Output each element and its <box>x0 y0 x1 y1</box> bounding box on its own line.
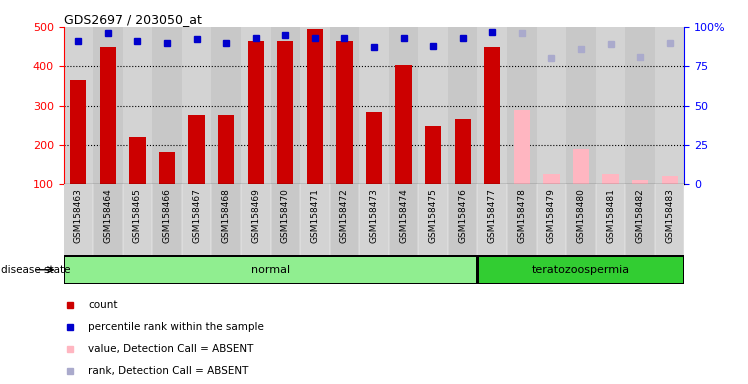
Bar <box>65 257 476 283</box>
Bar <box>300 184 330 255</box>
Text: value, Detection Call = ABSENT: value, Detection Call = ABSENT <box>88 344 254 354</box>
Bar <box>566 184 595 255</box>
Text: GSM158483: GSM158483 <box>665 188 674 243</box>
Text: GSM158466: GSM158466 <box>162 188 171 243</box>
Bar <box>418 184 448 255</box>
Bar <box>218 116 234 184</box>
Bar <box>566 27 595 184</box>
Text: normal: normal <box>251 265 290 275</box>
Bar <box>241 27 271 184</box>
Bar <box>389 27 418 184</box>
Bar <box>514 110 530 184</box>
Bar <box>94 27 123 184</box>
Text: GSM158463: GSM158463 <box>74 188 83 243</box>
Bar <box>337 41 352 184</box>
Bar <box>507 27 536 184</box>
Bar <box>625 27 654 184</box>
Bar <box>625 184 654 255</box>
Text: disease state: disease state <box>1 265 70 275</box>
Bar <box>153 27 182 184</box>
Bar <box>536 27 566 184</box>
Text: GSM158477: GSM158477 <box>488 188 497 243</box>
Text: rank, Detection Call = ABSENT: rank, Detection Call = ABSENT <box>88 366 249 376</box>
Text: GSM158470: GSM158470 <box>280 188 289 243</box>
Text: percentile rank within the sample: percentile rank within the sample <box>88 322 264 332</box>
Bar <box>479 257 683 283</box>
Bar <box>330 27 359 184</box>
Bar <box>123 184 153 255</box>
Text: GSM158464: GSM158464 <box>103 188 112 243</box>
Text: teratozoospermia: teratozoospermia <box>532 265 630 275</box>
Text: GSM158476: GSM158476 <box>459 188 468 243</box>
Bar <box>241 184 271 255</box>
Bar <box>248 41 264 184</box>
Bar <box>307 29 323 184</box>
Bar <box>654 184 684 255</box>
Bar <box>330 184 359 255</box>
Text: GSM158481: GSM158481 <box>606 188 615 243</box>
Bar <box>595 184 625 255</box>
Bar <box>448 27 477 184</box>
Text: count: count <box>88 300 118 310</box>
Text: GSM158474: GSM158474 <box>399 188 408 243</box>
Bar <box>455 119 470 184</box>
Text: GSM158473: GSM158473 <box>370 188 378 243</box>
Bar <box>129 137 146 184</box>
Bar <box>573 149 589 184</box>
Bar <box>123 27 153 184</box>
Bar <box>94 184 123 255</box>
Bar <box>182 27 212 184</box>
Bar <box>602 174 619 184</box>
Text: GSM158469: GSM158469 <box>251 188 260 243</box>
Bar <box>425 126 441 184</box>
Bar <box>159 152 175 184</box>
Bar <box>359 27 389 184</box>
Bar <box>661 177 678 184</box>
Text: GSM158479: GSM158479 <box>547 188 556 243</box>
Text: GSM158482: GSM158482 <box>636 188 645 243</box>
Bar <box>477 27 507 184</box>
Text: GSM158465: GSM158465 <box>133 188 142 243</box>
Bar <box>271 27 300 184</box>
Bar <box>448 184 477 255</box>
Bar <box>70 80 87 184</box>
Bar <box>271 184 300 255</box>
Text: GSM158475: GSM158475 <box>429 188 438 243</box>
Bar <box>396 65 411 184</box>
Text: GSM158468: GSM158468 <box>221 188 230 243</box>
Text: GDS2697 / 203050_at: GDS2697 / 203050_at <box>64 13 201 26</box>
Bar <box>536 184 566 255</box>
Bar <box>182 184 212 255</box>
Bar <box>64 27 94 184</box>
Bar <box>654 27 684 184</box>
Bar <box>188 116 205 184</box>
Bar <box>507 184 536 255</box>
Bar <box>212 184 241 255</box>
Bar <box>595 27 625 184</box>
Bar <box>366 112 382 184</box>
Bar <box>212 27 241 184</box>
Text: GSM158471: GSM158471 <box>310 188 319 243</box>
Text: GSM158480: GSM158480 <box>577 188 586 243</box>
Text: GSM158472: GSM158472 <box>340 188 349 243</box>
Bar <box>99 47 116 184</box>
Bar <box>543 174 560 184</box>
Text: GSM158467: GSM158467 <box>192 188 201 243</box>
Bar <box>64 184 94 255</box>
Text: GSM158478: GSM158478 <box>518 188 527 243</box>
Bar <box>418 27 448 184</box>
Bar <box>300 27 330 184</box>
Bar <box>389 184 418 255</box>
Bar <box>359 184 389 255</box>
Bar <box>477 184 507 255</box>
Bar <box>278 41 293 184</box>
Bar <box>632 180 649 184</box>
Bar <box>153 184 182 255</box>
Bar <box>484 47 500 184</box>
